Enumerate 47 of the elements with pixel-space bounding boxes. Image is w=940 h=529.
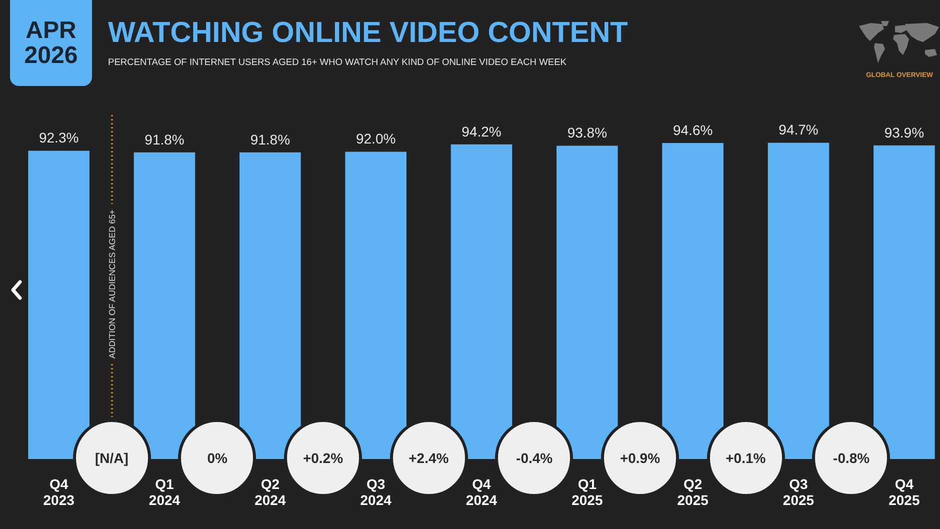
annotation: -0.8% (833, 450, 870, 466)
chart-subtitle: PERCENTAGE OF INTERNET USERS AGED 16+ WHO WATCH ANY KIND OF ONLINE VIDEO EACH WEEK (108, 56, 566, 68)
bar (556, 146, 618, 459)
date-badge: APR 2026 (10, 0, 92, 86)
data-label: 93.9% (884, 124, 924, 140)
x-tick-label: Q2 2024 (254, 476, 286, 508)
annotation: +2.4% (408, 450, 449, 466)
annotation: -0.4% (516, 450, 553, 466)
bar (345, 152, 406, 459)
circle-badge: +0.1% (706, 419, 785, 497)
x-tick-label: Q3 2025 (782, 476, 814, 508)
bar (240, 152, 301, 459)
annotation: ADDITION OF AUDIENCES AGED 65+ (106, 209, 117, 359)
x-tick-label: Q3 2024 (360, 476, 392, 508)
circle-badge: -0.4% (495, 419, 574, 497)
bar (134, 152, 196, 459)
data-label: 94.7% (778, 122, 818, 138)
annotation: +0.2% (302, 450, 344, 466)
x-tick-label: Q2 2025 (677, 476, 709, 508)
x-tick-label: Q4 2025 (888, 476, 920, 508)
x-tick-label: Q1 2025 (572, 476, 603, 508)
data-label: 94.2% (462, 123, 502, 140)
annotation: [N/A] (94, 450, 128, 466)
x-tick-label: Q1 2024 (148, 476, 180, 508)
bar (874, 145, 935, 459)
bar (450, 144, 512, 459)
x-tick-label: Q4 2024 (466, 476, 498, 508)
data-label: 92.0% (356, 130, 396, 147)
bar (768, 142, 830, 459)
circle-badge: 0% (178, 419, 256, 497)
bar (28, 150, 90, 459)
data-label: 91.8% (144, 131, 184, 148)
circle-badge: [N/A] (72, 419, 151, 497)
data-label: 94.6% (672, 122, 713, 138)
circle-badge: +0.2% (284, 419, 362, 497)
circle-badge: +0.9% (601, 419, 679, 497)
annotation: 0% (207, 450, 228, 466)
data-label: 93.8% (567, 124, 608, 141)
x-tick-label: Q4 2023 (43, 476, 75, 508)
circle-badge: -0.8% (812, 419, 890, 497)
bar (662, 143, 724, 459)
annotation: +0.9% (620, 450, 660, 466)
data-label: 91.8% (250, 131, 290, 148)
data-label: 92.3% (38, 130, 79, 146)
annotation: +0.1% (726, 450, 766, 466)
circle-badge: +2.4% (390, 419, 468, 497)
chart-title: WATCHING ONLINE VIDEO CONTENT (108, 17, 628, 49)
